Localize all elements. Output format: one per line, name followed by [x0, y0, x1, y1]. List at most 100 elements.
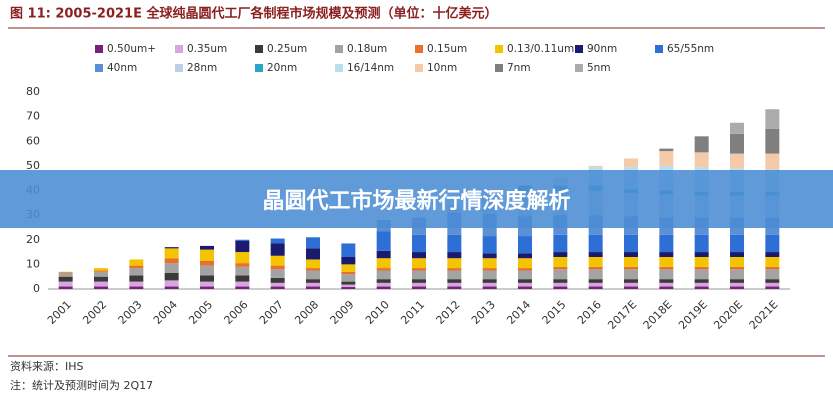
x-tick-label: 2002: [80, 298, 109, 327]
bar-segment: [694, 282, 709, 287]
bar-segment: [270, 265, 285, 270]
bar-segment: [694, 256, 709, 267]
bar-segment: [765, 109, 780, 129]
bar-segment: [270, 269, 285, 278]
bar-segment: [518, 268, 532, 271]
legend-label: 0.25um: [267, 43, 307, 55]
legend-swatch: [335, 64, 343, 72]
legend-label: 28nm: [187, 62, 217, 74]
bar-segment: [482, 270, 497, 280]
bar-segment: [235, 263, 250, 267]
x-tick-label: 2005: [186, 298, 215, 327]
bar-segment: [306, 268, 320, 271]
banner: 晶圆代工市场最新行情深度解析: [0, 170, 833, 228]
bar-segment: [200, 286, 214, 289]
bar-segment: [58, 272, 73, 277]
bar-segment: [659, 234, 674, 253]
x-tick-label: 2006: [222, 298, 251, 327]
legend-label: 0.35um: [187, 43, 227, 55]
bar-segment: [164, 286, 179, 289]
bar-segment: [235, 240, 250, 253]
note: 注：统计及预测时间为 2Q17: [10, 378, 153, 392]
x-tick-label: 2003: [116, 298, 145, 327]
x-tick-label: 2011: [398, 298, 427, 327]
bar-segment: [588, 234, 603, 253]
bar-segment: [447, 270, 462, 280]
bar-segment: [341, 256, 356, 265]
bar-segment: [624, 269, 638, 280]
bar-segment: [659, 148, 674, 152]
x-tick-label: 2009: [328, 298, 357, 327]
bar-segment: [270, 277, 285, 283]
x-tick-label: 2013: [469, 298, 498, 327]
bar-segment: [624, 252, 638, 257]
bar-segment: [235, 286, 250, 289]
bar-segment: [482, 236, 497, 254]
legend-swatch: [255, 64, 263, 72]
x-tick-label: 2014: [504, 298, 533, 327]
legend-swatch: [575, 45, 583, 53]
chart-title: 图 11: 2005-2021E 全球纯晶圆代工厂各制程市场规模及预测（单位：十…: [10, 6, 498, 22]
bar-segment: [659, 256, 674, 267]
bar-segment: [200, 249, 214, 261]
bar-segment: [518, 286, 532, 289]
x-tick-label: 2016: [575, 298, 604, 327]
bar-segment: [694, 234, 709, 253]
bar-segment: [200, 281, 214, 287]
source: 资料来源：IHS: [10, 359, 84, 373]
bar-segment: [376, 286, 391, 289]
bar-segment: [94, 286, 108, 289]
bar-segment: [588, 286, 603, 289]
bar-segment: [341, 284, 356, 288]
bar-segment: [341, 243, 356, 257]
bar-segment: [306, 279, 320, 283]
bar-segment: [588, 165, 603, 168]
x-tick-label: 2020E: [711, 298, 745, 332]
bar-segment: [270, 286, 285, 289]
bar-segment: [412, 268, 426, 271]
bar-segment: [730, 234, 744, 253]
legend-label: 20nm: [267, 62, 297, 74]
bar-segment: [765, 269, 780, 280]
legend-label: 0.50um+: [107, 43, 156, 55]
bar-segment: [341, 271, 356, 275]
bar-segment: [412, 279, 426, 283]
x-tick-label: 2008: [292, 298, 321, 327]
bar-segment: [624, 234, 638, 253]
bar-segment: [553, 252, 568, 257]
bar-segment: [376, 258, 391, 269]
bar-segment: [412, 252, 426, 259]
bar-segment: [412, 258, 426, 269]
bar-segment: [553, 282, 568, 287]
bar-segment: [624, 256, 638, 267]
bar-segment: [235, 281, 250, 287]
bar-segment: [200, 265, 214, 276]
legend-label: 90nm: [587, 43, 617, 55]
x-tick-label: 2015: [540, 298, 569, 327]
x-tick-label: 2004: [151, 298, 180, 327]
bar-segment: [588, 269, 603, 280]
legend-label: 10nm: [427, 62, 457, 74]
bar-segment: [58, 286, 73, 289]
bar-segment: [518, 279, 532, 283]
legend-swatch: [575, 64, 583, 72]
bar-segment: [270, 243, 285, 256]
bar-segment: [235, 252, 250, 264]
bar-segment: [482, 286, 497, 289]
bar-segment: [730, 266, 744, 270]
bar-segment: [624, 282, 638, 287]
legend-label: 0.15um: [427, 43, 467, 55]
bar-segment: [659, 282, 674, 287]
bar-segment: [553, 286, 568, 289]
bar-segment: [659, 279, 674, 283]
legend-label: 0.18um: [347, 43, 387, 55]
bar-segment: [447, 282, 462, 287]
bar-segment: [730, 252, 744, 257]
bar-segment: [129, 281, 144, 287]
legend-swatch: [255, 45, 263, 53]
bar-segment: [129, 259, 144, 266]
bar-segment: [694, 266, 709, 270]
bar-segment: [765, 153, 780, 170]
bar-segment: [553, 279, 568, 283]
